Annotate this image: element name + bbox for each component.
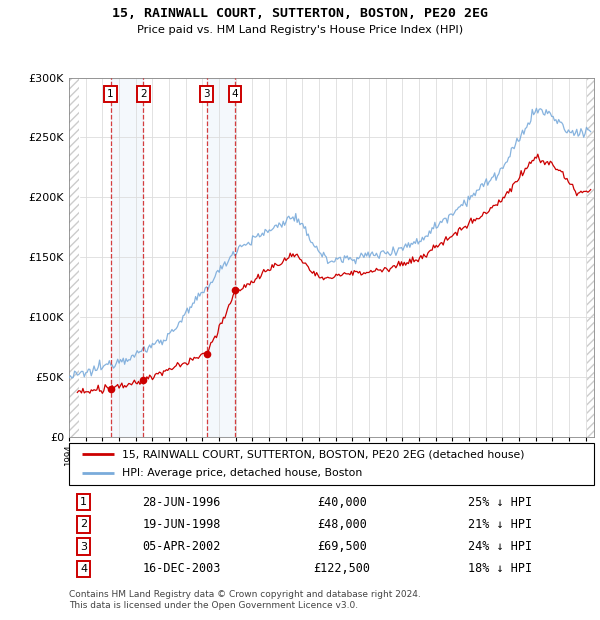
Bar	[206, 78, 235, 437]
Text: 4: 4	[232, 89, 238, 99]
Text: £48,000: £48,000	[317, 518, 367, 531]
Text: 19-JUN-1998: 19-JUN-1998	[143, 518, 221, 531]
Text: 15, RAINWALL COURT, SUTTERTON, BOSTON, PE20 2EG (detached house): 15, RAINWALL COURT, SUTTERTON, BOSTON, P…	[121, 449, 524, 459]
Text: £69,500: £69,500	[317, 540, 367, 553]
Text: 4: 4	[80, 564, 87, 574]
Bar	[110, 78, 143, 437]
Text: 1: 1	[107, 89, 114, 99]
Text: HPI: Average price, detached house, Boston: HPI: Average price, detached house, Bost…	[121, 469, 362, 479]
Text: 3: 3	[80, 541, 87, 552]
Text: £40,000: £40,000	[317, 496, 367, 509]
Text: 05-APR-2002: 05-APR-2002	[143, 540, 221, 553]
Text: 21% ↓ HPI: 21% ↓ HPI	[468, 518, 532, 531]
Text: 16-DEC-2003: 16-DEC-2003	[143, 562, 221, 575]
Text: Contains HM Land Registry data © Crown copyright and database right 2024.
This d: Contains HM Land Registry data © Crown c…	[69, 590, 421, 609]
Text: 24% ↓ HPI: 24% ↓ HPI	[468, 540, 532, 553]
Text: 18% ↓ HPI: 18% ↓ HPI	[468, 562, 532, 575]
Text: 15, RAINWALL COURT, SUTTERTON, BOSTON, PE20 2EG: 15, RAINWALL COURT, SUTTERTON, BOSTON, P…	[112, 7, 488, 20]
Text: 25% ↓ HPI: 25% ↓ HPI	[468, 496, 532, 509]
Text: 2: 2	[80, 520, 87, 529]
Text: 2: 2	[140, 89, 146, 99]
Text: 1: 1	[80, 497, 87, 507]
Text: £122,500: £122,500	[314, 562, 371, 575]
Text: Price paid vs. HM Land Registry's House Price Index (HPI): Price paid vs. HM Land Registry's House …	[137, 25, 463, 35]
Text: 3: 3	[203, 89, 210, 99]
Text: 28-JUN-1996: 28-JUN-1996	[143, 496, 221, 509]
